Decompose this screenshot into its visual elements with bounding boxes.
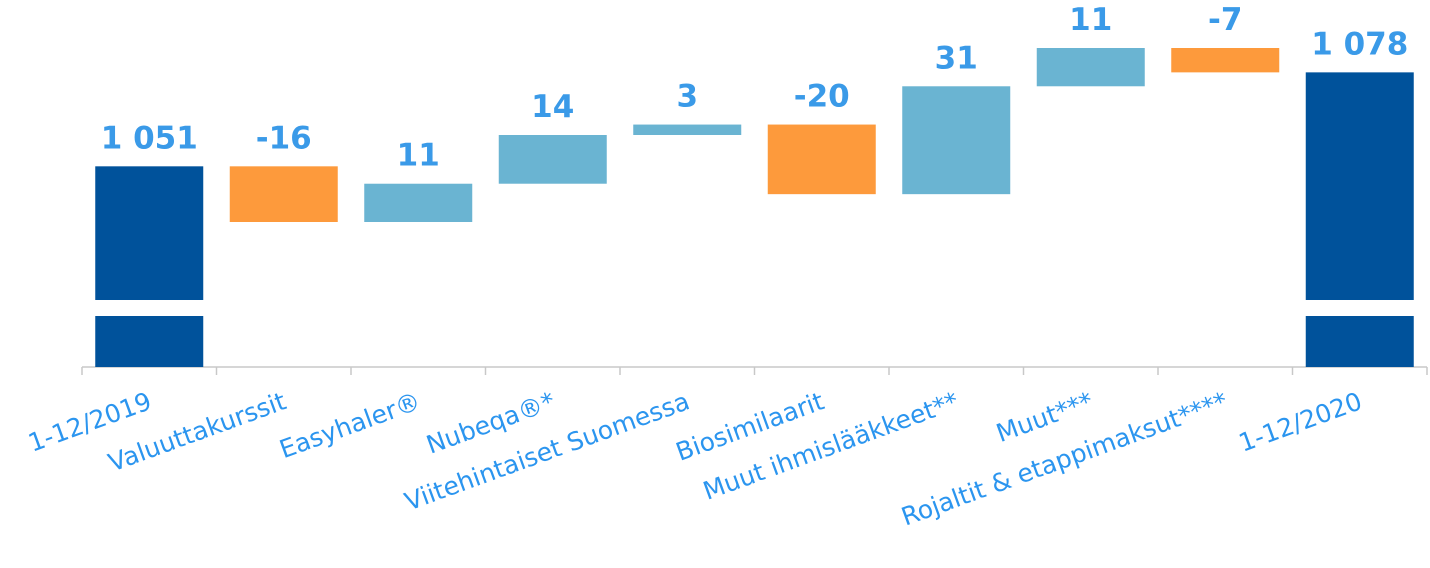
axis-break [1303,300,1416,316]
value-label: 1 078 [1311,26,1408,62]
bar [1305,72,1414,368]
bar [1036,48,1145,87]
bar [767,124,876,195]
bar [229,166,338,222]
bar [498,135,607,184]
axis-break [93,300,206,316]
bar [95,166,204,367]
value-label: 14 [531,89,574,125]
x-tick-label: Easyhaler® [276,386,425,464]
value-label: -16 [256,120,312,156]
x-tick-label: Muut ihmislääkkeet** [699,386,962,505]
value-label: 3 [676,79,698,115]
value-label: 1 051 [101,120,198,156]
x-tick-label: 1-12/2020 [1235,386,1366,457]
value-label: 11 [1069,2,1112,38]
value-label: 31 [935,40,978,76]
bar [364,183,473,222]
bar [1171,48,1280,73]
bar [902,86,1011,195]
bar [633,124,742,135]
value-label: -7 [1208,2,1242,38]
value-label: -20 [794,79,850,115]
value-label: 11 [397,138,440,174]
